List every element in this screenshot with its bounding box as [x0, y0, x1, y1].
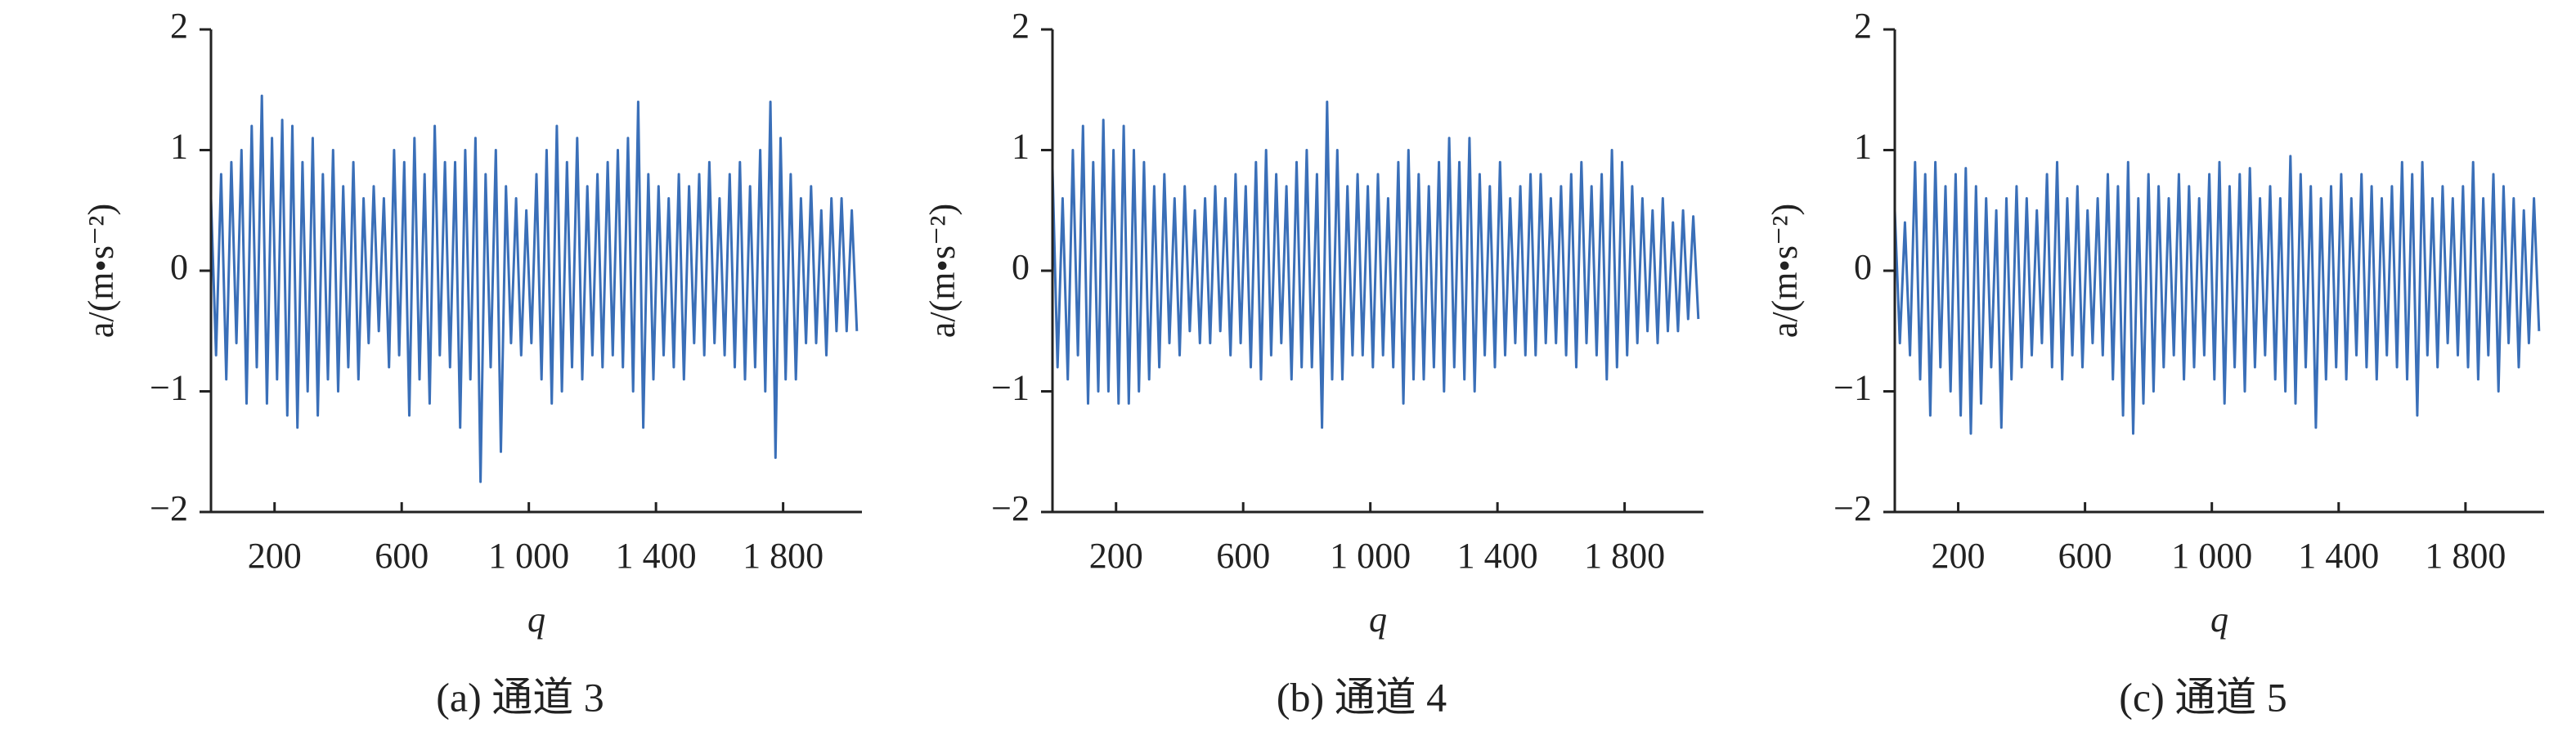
- y-tick-label: 0: [1854, 247, 1872, 287]
- x-axis-label: q: [2210, 600, 2228, 640]
- x-tick-label: 200: [1932, 536, 1986, 576]
- x-tick-label: 1 000: [488, 536, 569, 576]
- y-tick-label: 0: [170, 247, 188, 287]
- x-tick-label: 1 000: [2171, 536, 2252, 576]
- y-tick-label: −1: [991, 368, 1030, 408]
- y-tick-label: −1: [150, 368, 188, 408]
- x-tick-label: 200: [1089, 536, 1143, 576]
- y-axis-label: a/(m•s⁻²): [922, 204, 963, 338]
- x-axis-label: q: [527, 600, 545, 640]
- y-tick-label: −2: [150, 488, 188, 528]
- y-tick-label: −1: [1833, 368, 1872, 408]
- x-tick-label: 1 400: [2298, 536, 2379, 576]
- caption: (a) 通道 3: [436, 674, 604, 720]
- signal-line: [1051, 101, 1700, 429]
- y-tick-label: 1: [170, 127, 188, 167]
- signal-line: [1893, 155, 2541, 435]
- y-axis-label: a/(m•s⁻²): [1765, 204, 1805, 338]
- x-tick-label: 1 800: [743, 536, 824, 576]
- y-tick-label: 2: [1854, 6, 1872, 46]
- x-tick-label: 1 400: [616, 536, 697, 576]
- signal-line: [209, 94, 859, 483]
- x-tick-label: 600: [375, 536, 429, 576]
- y-tick-label: 1: [1854, 127, 1872, 167]
- y-tick-label: −2: [1833, 488, 1872, 528]
- y-tick-label: 2: [170, 6, 188, 46]
- x-tick-label: 200: [248, 536, 302, 576]
- y-axis-label: a/(m•s⁻²): [81, 204, 121, 338]
- y-tick-label: −2: [991, 488, 1030, 528]
- caption: (b) 通道 4: [1277, 674, 1447, 720]
- y-tick-label: 1: [1012, 127, 1030, 167]
- x-tick-label: 1 000: [1330, 536, 1411, 576]
- y-tick-label: 2: [1012, 6, 1030, 46]
- caption: (c) 通道 5: [2119, 674, 2287, 720]
- x-tick-label: 1 800: [2425, 536, 2506, 576]
- x-tick-label: 600: [1216, 536, 1270, 576]
- x-tick-label: 1 400: [1457, 536, 1538, 576]
- x-tick-label: 600: [2058, 536, 2112, 576]
- x-axis-label: q: [1369, 600, 1387, 640]
- x-tick-label: 1 800: [1584, 536, 1665, 576]
- y-tick-label: 0: [1012, 247, 1030, 287]
